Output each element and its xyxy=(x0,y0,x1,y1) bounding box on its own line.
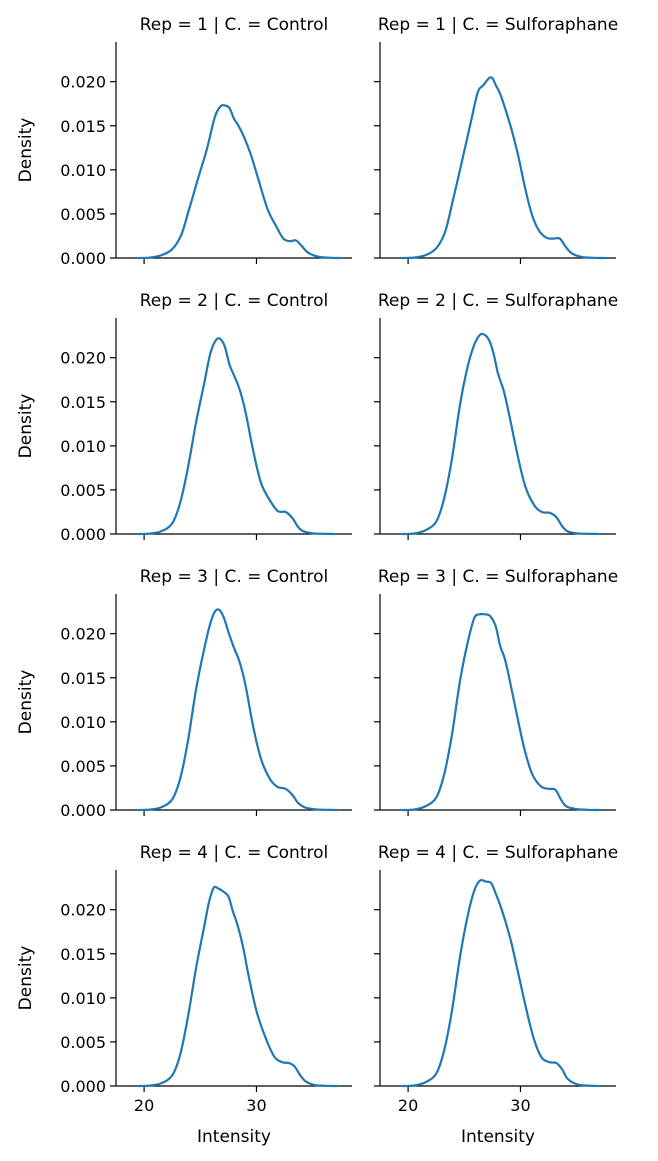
y-axis-label: Density xyxy=(16,118,36,183)
x-axis-label: Intensity xyxy=(461,1127,535,1147)
density-curve xyxy=(137,608,339,812)
panel-title: Rep = 4 | C. = Sulforaphane xyxy=(378,843,618,863)
panel-rep-2-sulforaphane: Rep = 2 | C. = Sulforaphane xyxy=(374,291,618,540)
y-tick-label: 0.010 xyxy=(60,713,106,732)
y-tick-label: 0.010 xyxy=(60,989,106,1008)
panel-rep-1-sulforaphane: Rep = 1 | C. = Sulforaphane xyxy=(374,15,618,264)
y-tick-label: 0.015 xyxy=(60,945,106,964)
panel-title: Rep = 1 | C. = Control xyxy=(140,15,328,35)
panel-rep-1-control: Rep = 1 | C. = Control 0.000 0.005 0.010 0.0… xyxy=(16,15,352,268)
panel-rep-2-control: Rep = 2 | C. = Control 0.000 0.005 0.010 0.0… xyxy=(16,291,352,544)
panel-rep-3-control: Rep = 3 | C. = Control 0.000 0.005 0.010 0.0… xyxy=(16,567,352,820)
y-tick-label: 0.020 xyxy=(60,73,106,92)
panel-title: Rep = 4 | C. = Control xyxy=(140,843,328,863)
x-tick-label: 20 xyxy=(398,1096,418,1115)
x-axis-label: Intensity xyxy=(197,1127,271,1147)
y-tick-label: 0.020 xyxy=(60,901,106,920)
y-tick-label: 0.020 xyxy=(60,349,106,368)
density-curve xyxy=(137,103,342,260)
density-curve xyxy=(137,885,339,1088)
density-curve xyxy=(137,337,337,536)
y-tick-label: 0.020 xyxy=(60,625,106,644)
panel-rep-4-sulforaphane: Rep = 4 | C. = Sulforaphane 20 30 Intensity xyxy=(374,843,618,1147)
panel-title: Rep = 3 | C. = Control xyxy=(140,567,328,587)
y-tick-label: 0.015 xyxy=(60,117,106,136)
y-tick-label: 0.010 xyxy=(60,437,106,456)
y-tick-label: 0.005 xyxy=(60,757,106,776)
y-tick-label: 0.015 xyxy=(60,669,106,688)
density-curve xyxy=(401,878,601,1088)
y-tick-label: 0.000 xyxy=(60,801,106,820)
y-tick-label: 0.010 xyxy=(60,161,106,180)
y-tick-label: 0.005 xyxy=(60,1033,106,1052)
y-tick-label: 0.015 xyxy=(60,393,106,412)
panel-rep-4-control: Rep = 4 | C. = Control 0.000 0.005 0.010 0.0… xyxy=(16,843,352,1147)
y-tick-label: 0.000 xyxy=(60,525,106,544)
y-tick-label: 0.000 xyxy=(60,249,106,268)
y-axis-label: Density xyxy=(16,946,36,1011)
y-axis-label: Density xyxy=(16,394,36,459)
panel-title: Rep = 1 | C. = Sulforaphane xyxy=(378,15,618,35)
y-tick-label: 0.000 xyxy=(60,1077,106,1096)
density-curve xyxy=(401,76,606,260)
x-tick-label: 20 xyxy=(134,1096,154,1115)
y-tick-label: 0.005 xyxy=(60,481,106,500)
y-tick-label: 0.005 xyxy=(60,205,106,224)
density-curve xyxy=(401,612,601,812)
panel-rep-3-sulforaphane: Rep = 3 | C. = Sulforaphane xyxy=(374,567,618,816)
panel-title: Rep = 2 | C. = Sulforaphane xyxy=(378,291,618,311)
density-curve xyxy=(401,332,601,536)
panel-title: Rep = 2 | C. = Control xyxy=(140,291,328,311)
x-tick-label: 30 xyxy=(510,1096,530,1115)
y-axis-label: Density xyxy=(16,670,36,735)
panel-title: Rep = 3 | C. = Sulforaphane xyxy=(378,567,618,587)
x-tick-label: 30 xyxy=(246,1096,266,1115)
